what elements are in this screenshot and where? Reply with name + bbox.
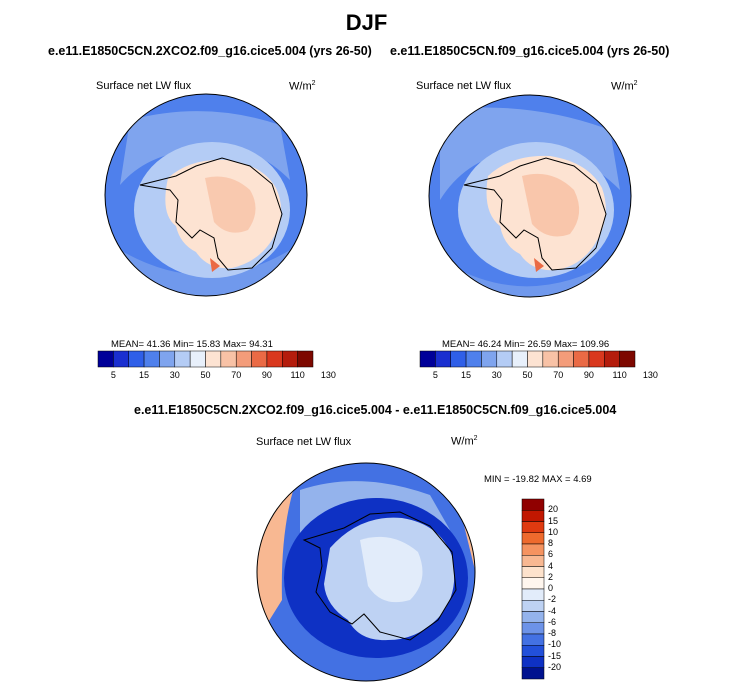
panel1-colorbar-swatch-10	[251, 350, 268, 368]
panel1-colorbar-tick-label: 50	[200, 370, 211, 380]
panel2-colorbar-swatch-10	[573, 350, 590, 368]
diff-colorbar-swatch-3	[521, 532, 545, 545]
diff-colorbar-swatch-4	[521, 543, 545, 556]
panel1-colorbar-swatch-3	[143, 350, 160, 368]
diff-colorbar-tick-label: 2	[548, 571, 554, 582]
panel1-colorbar-tick-label: 110	[290, 370, 305, 380]
panel1-colorbar-swatch-11	[266, 350, 283, 368]
diff-colorbar-tick-label: 15	[548, 515, 559, 526]
panel1-colorbar-tick-label: 5	[110, 370, 116, 380]
diff-colorbar-swatch-2	[521, 521, 545, 533]
panel2-colorbar-swatch-2	[450, 350, 467, 368]
diff-colorbar-swatch-8	[521, 588, 545, 601]
panel2-case-title: e.e11.E1850C5CN.f09_g16.cice5.004 (yrs 2…	[390, 44, 670, 58]
diff-colorbar	[521, 498, 545, 680]
diff-colorbar-swatch-13	[521, 645, 545, 657]
panel2-colorbar-swatch-13	[619, 350, 636, 368]
diff-stats: MIN = -19.82 MAX = 4.69	[484, 474, 592, 485]
panel2-colorbar-swatch-11	[588, 350, 605, 368]
diff-colorbar-tick-label: 0	[548, 583, 554, 593]
panel1-stats: MEAN= 41.36 Min= 15.83 Max= 94.31	[111, 339, 273, 350]
diff-colorbar-swatch-6	[521, 566, 545, 578]
panel2-colorbar-swatch-8	[542, 350, 559, 368]
diff-colorbar-swatch-5	[521, 555, 545, 567]
diff-colorbar-tick-label: -10	[548, 639, 562, 650]
diff-colorbar-swatch-7	[521, 577, 545, 590]
panel2-colorbar-swatch-9	[557, 350, 574, 368]
season-title: DJF	[345, 10, 388, 35]
diff-colorbar-swatch-10	[521, 611, 545, 623]
panel2-colorbar-swatch-12	[604, 350, 620, 368]
diff-variable-label: Surface net LW flux	[256, 436, 352, 448]
panel1-colorbar-tick-label: 70	[231, 370, 242, 380]
panel1-colorbar-swatch-4	[159, 350, 176, 368]
diff-colorbar-tick-label: -20	[548, 661, 562, 672]
panel1-colorbar-tick-label: 90	[261, 370, 272, 380]
diff-colorbar-tick-label: -2	[548, 594, 557, 605]
panel2-colorbar-tick-label: 110	[612, 370, 627, 380]
diff-colorbar-tick-label: 6	[548, 549, 554, 560]
panel2-colorbar-swatch-4	[481, 350, 498, 368]
panel2-colorbar-tick-label: 70	[553, 370, 564, 380]
panel2-variable-label: Surface net LW flux	[416, 80, 512, 92]
panel2-colorbar-swatch-3	[465, 350, 482, 368]
panel2-colorbar-tick-label: 50	[522, 370, 533, 380]
panel1-colorbar-swatch-1	[113, 350, 129, 368]
diff-colorbar-tick-label: 20	[548, 504, 559, 515]
diff-colorbar-tick-label: 8	[548, 538, 554, 548]
diff-colorbar-swatch-14	[521, 656, 545, 668]
diff-colorbar-tick-label: -6	[548, 616, 557, 627]
panel1-colorbar-swatch-0	[97, 350, 114, 368]
panel2-colorbar-swatch-1	[435, 350, 451, 368]
panel1-colorbar-tick-label: 130	[320, 370, 336, 380]
diff-units: W/m2	[451, 435, 478, 448]
panel2-colorbar	[419, 350, 636, 368]
panel2-colorbar-swatch-0	[419, 350, 436, 368]
panel2-colorbar-tick-label: 130	[642, 370, 658, 380]
diff-colorbar-tick-label: -15	[548, 650, 562, 661]
diff-colorbar-tick-label: 10	[548, 526, 559, 537]
panel1-colorbar-swatch-7	[205, 350, 222, 368]
panel1-colorbar-swatch-12	[282, 350, 298, 368]
diff-colorbar-tick-label: 4	[548, 560, 554, 571]
panel2-colorbar-swatch-5	[496, 350, 513, 368]
diff-case-title: e.e11.E1850C5CN.2XCO2.f09_g16.cice5.004 …	[134, 403, 617, 417]
panel1-variable-label: Surface net LW flux	[96, 80, 192, 92]
panel1-case-title: e.e11.E1850C5CN.2XCO2.f09_g16.cice5.004 …	[48, 44, 372, 58]
diff-colorbar-tick-label: -4	[548, 605, 557, 616]
diff-colorbar-swatch-15	[521, 667, 545, 680]
panel1-colorbar-tick-label: 15	[139, 370, 150, 380]
diff-colorbar-tick-label: -8	[548, 628, 557, 638]
panel1-colorbar-swatch-5	[174, 350, 191, 368]
diff-colorbar-swatch-11	[521, 622, 545, 635]
panel1-colorbar	[97, 350, 314, 368]
panel2-colorbar-swatch-7	[527, 350, 544, 368]
panel1-colorbar-tick-label: 30	[169, 370, 180, 380]
panel2-units: W/m2	[611, 80, 638, 93]
panel1-colorbar-swatch-2	[128, 350, 145, 368]
panel2-colorbar-tick-label: 15	[461, 370, 472, 380]
diff-colorbar-swatch-1	[521, 510, 545, 522]
panel1-colorbar-swatch-9	[235, 350, 252, 368]
panel1-colorbar-swatch-8	[220, 350, 237, 368]
panel2-stats: MEAN= 46.24 Min= 26.59 Max= 109.96	[442, 339, 610, 350]
diff-colorbar-swatch-9	[521, 600, 545, 612]
diff-colorbar-swatch-0	[521, 498, 545, 511]
panel2-colorbar-tick-label: 90	[583, 370, 594, 380]
diff-colorbar-swatch-12	[521, 633, 545, 646]
panel2-colorbar-swatch-6	[511, 350, 528, 368]
panel1-units: W/m2	[289, 80, 316, 93]
panel2-colorbar-tick-label: 30	[491, 370, 502, 380]
panel1-colorbar-swatch-13	[297, 350, 314, 368]
panel2-colorbar-tick-label: 5	[432, 370, 438, 380]
panel1-colorbar-swatch-6	[189, 350, 206, 368]
